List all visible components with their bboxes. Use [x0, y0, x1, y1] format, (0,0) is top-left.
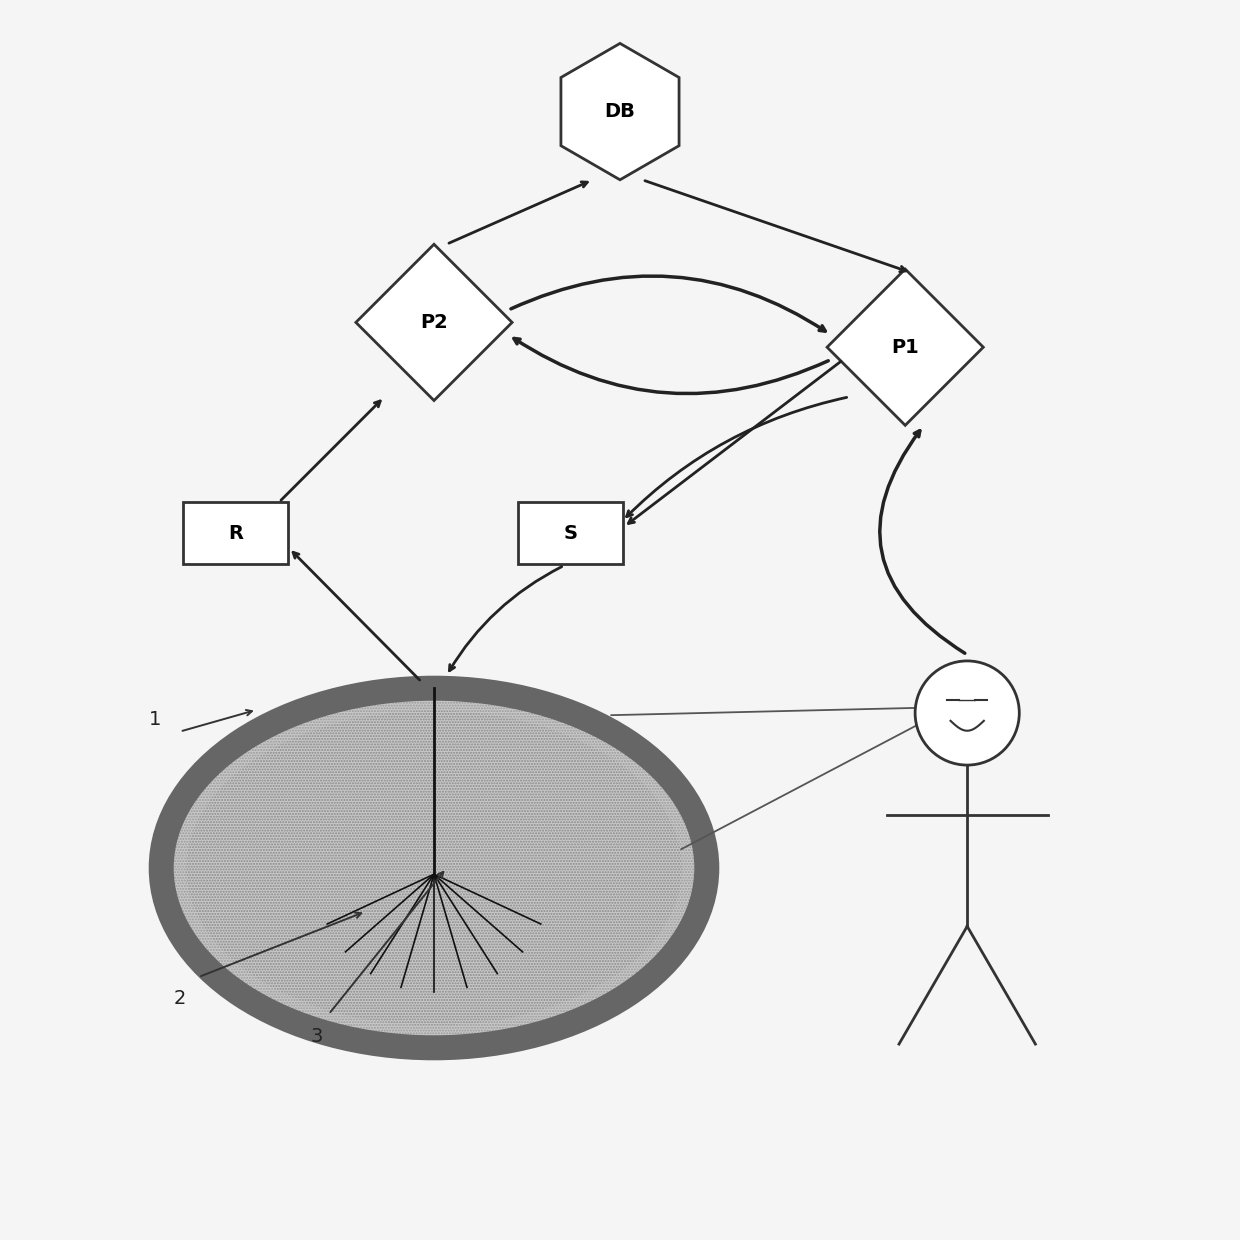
Text: DB: DB — [605, 102, 635, 122]
Text: 2: 2 — [174, 990, 186, 1008]
FancyBboxPatch shape — [518, 502, 624, 564]
Ellipse shape — [186, 711, 682, 1025]
Polygon shape — [827, 269, 983, 425]
Text: S: S — [563, 523, 578, 543]
Polygon shape — [560, 43, 680, 180]
Text: P2: P2 — [420, 312, 448, 332]
Text: R: R — [228, 523, 243, 543]
FancyBboxPatch shape — [184, 502, 288, 564]
Text: P1: P1 — [892, 337, 919, 357]
Text: 1: 1 — [149, 711, 161, 729]
Polygon shape — [356, 244, 512, 401]
Circle shape — [915, 661, 1019, 765]
Text: 3: 3 — [310, 1027, 322, 1045]
Ellipse shape — [161, 688, 707, 1048]
